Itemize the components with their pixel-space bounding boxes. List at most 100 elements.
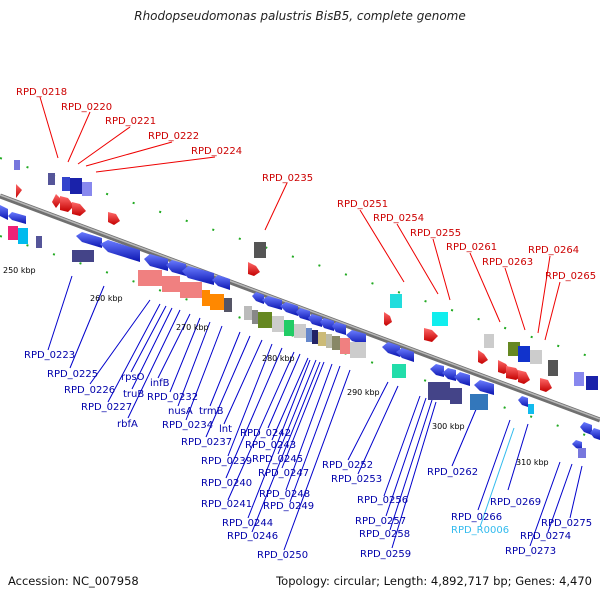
gene-label[interactable]: RPD_0225 [47, 369, 98, 380]
scale-tick-labels: 250 kbp 260 kbp 270 kbp 280 kbp 290 kbp … [3, 266, 549, 467]
gene-label[interactable]: infB [150, 378, 170, 389]
gene-arrow[interactable] [296, 308, 310, 321]
gene-arrow[interactable] [212, 275, 230, 290]
reverse-gene-labels: RPD_0223 RPD_0225 RPD_0226 RPD_0227 rpsO… [24, 350, 592, 561]
gene-label[interactable]: RPD_0247 [258, 468, 309, 479]
gene-arrow[interactable] [144, 254, 168, 271]
gene-arrow[interactable] [518, 370, 530, 384]
gene-arrow[interactable] [16, 184, 22, 198]
gene-label[interactable]: RPD_0221 [105, 116, 156, 127]
gene-arrow[interactable] [182, 266, 214, 285]
gene-arrow[interactable] [0, 205, 8, 220]
gene-label[interactable]: RPD_0257 [355, 516, 406, 527]
gene-arrow[interactable] [474, 380, 494, 395]
gene-label[interactable]: RPD_0220 [61, 102, 112, 113]
gene-label[interactable]: RPD_0255 [410, 228, 461, 239]
gene-label[interactable]: RPD_0235 [262, 173, 313, 184]
gene-label[interactable]: rpsO [121, 372, 145, 383]
gene-arrow[interactable] [280, 302, 298, 316]
gene-label[interactable]: RPD_0250 [257, 550, 308, 561]
gene-arrow[interactable] [518, 396, 528, 407]
gene-arrow[interactable] [52, 194, 62, 208]
gene-label[interactable]: trmB [199, 406, 224, 417]
gene-label[interactable]: RPD_0232 [147, 392, 198, 403]
gene-arrow[interactable] [382, 342, 400, 357]
gene-arrow[interactable] [100, 240, 140, 262]
gene-label[interactable]: rbfA [117, 419, 138, 430]
gene-label[interactable]: RPD_0241 [201, 499, 252, 510]
gene-label[interactable]: RPD_0244 [222, 518, 273, 529]
gene-label[interactable]: RPD_0275 [541, 518, 592, 529]
feature-boxes [8, 160, 598, 458]
gene-label[interactable]: RPD_0252 [322, 460, 373, 471]
gene-label[interactable]: RPD_0223 [24, 350, 75, 361]
gene-label[interactable]: RPD_0251 [337, 199, 388, 210]
forward-strand-genes [16, 184, 552, 392]
gene-label[interactable]: RPD_0237 [181, 437, 232, 448]
gene-arrow[interactable] [430, 364, 444, 377]
gene-arrow[interactable] [424, 328, 438, 342]
reverse-strand-genes [0, 205, 600, 450]
gene-arrow[interactable] [252, 292, 264, 304]
gene-label[interactable]: RPD_0246 [227, 531, 278, 542]
gene-arrow[interactable] [262, 296, 282, 310]
gene-label[interactable]: RPD_0218 [16, 87, 67, 98]
gene-label[interactable]: RPD_0248 [259, 489, 310, 500]
gene-label[interactable]: RPD_0264 [528, 245, 579, 256]
gene-label[interactable]: RPD_0239 [201, 456, 252, 467]
gene-label[interactable]: RPD_0227 [81, 402, 132, 413]
gene-label[interactable]: RPD_0256 [357, 495, 408, 506]
gene-arrow[interactable] [60, 196, 74, 212]
gene-label[interactable]: RPD_0234 [162, 420, 213, 431]
gene-label[interactable]: RPD_0222 [148, 131, 199, 142]
gene-label[interactable]: RPD_0226 [64, 385, 115, 396]
gene-arrow[interactable] [590, 428, 600, 440]
gene-arrow[interactable] [454, 372, 470, 386]
gene-arrow[interactable] [320, 318, 334, 331]
gene-arrow[interactable] [332, 322, 346, 335]
gene-arrow[interactable] [346, 330, 366, 345]
gene-arrow[interactable] [540, 378, 552, 392]
gene-arrow[interactable] [108, 212, 120, 225]
gene-label[interactable]: nusA [168, 406, 193, 417]
gene-label[interactable]: RPD_0269 [490, 497, 541, 508]
gene-label[interactable]: RPD_0261 [446, 242, 497, 253]
rna-connector-line [479, 427, 515, 528]
genome-backbone-highlight [0, 194, 600, 420]
tick-label: 250 kbp [3, 266, 36, 275]
gene-arrow[interactable] [248, 262, 260, 276]
gene-label[interactable]: RPD_0249 [263, 501, 314, 512]
gene-arrow[interactable] [396, 348, 414, 362]
gene-arrow[interactable] [478, 350, 488, 364]
accession-text: Accession: NC_007958 [8, 574, 139, 588]
gene-label[interactable]: RPD_0242 [240, 428, 291, 439]
gene-label[interactable]: RPD_0224 [191, 146, 242, 157]
gene-label[interactable]: RPD_0262 [427, 467, 478, 478]
gene-label[interactable]: RPD_0259 [360, 549, 411, 560]
gene-label[interactable]: RPD_0266 [451, 512, 502, 523]
lower-connector-lines [47, 275, 583, 551]
gene-label[interactable]: RPD_0274 [520, 531, 571, 542]
gene-label[interactable]: RPD_0258 [359, 529, 410, 540]
tick-label: 270 kbp [176, 323, 209, 332]
gene-arrow[interactable] [8, 212, 26, 224]
gene-arrow[interactable] [166, 260, 186, 276]
gene-label[interactable]: RPD_0273 [505, 546, 556, 557]
gene-arrow[interactable] [72, 202, 86, 216]
gene-label[interactable]: RPD_R0006 [451, 525, 509, 536]
gene-label[interactable]: lnt [219, 424, 232, 435]
gene-arrow[interactable] [572, 440, 582, 450]
gene-label[interactable]: RPD_0254 [373, 213, 424, 224]
gene-label[interactable]: RPD_0240 [201, 478, 252, 489]
gene-arrow[interactable] [76, 232, 102, 248]
gene-label[interactable]: truB [123, 389, 144, 400]
gene-label[interactable]: RPD_0243 [245, 440, 296, 451]
gene-label[interactable]: RPD_0265 [545, 271, 596, 282]
gene-label[interactable]: RPD_0245 [252, 454, 303, 465]
gene-arrow[interactable] [308, 314, 322, 327]
gene-arrow[interactable] [580, 422, 592, 435]
gene-arrow[interactable] [442, 368, 456, 381]
gene-label[interactable]: RPD_0263 [482, 257, 533, 268]
gene-label[interactable]: RPD_0253 [331, 474, 382, 485]
gene-arrow[interactable] [384, 312, 392, 326]
